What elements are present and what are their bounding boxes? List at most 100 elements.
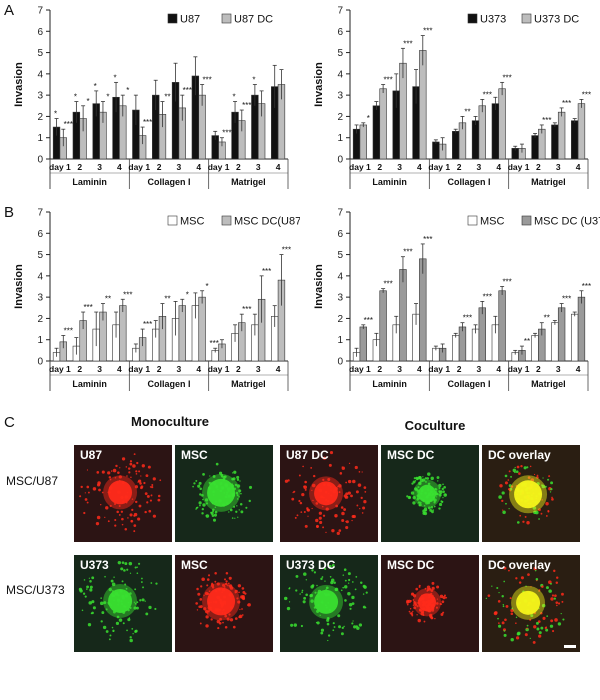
cell-dot: [508, 507, 510, 510]
cell-dot: [491, 585, 493, 587]
cell-dot: [541, 603, 546, 608]
cell-dot: [345, 520, 349, 524]
cell-dot: [438, 507, 441, 510]
cell-dot: [338, 484, 342, 488]
cell-dot: [336, 531, 340, 535]
cell-dot: [497, 600, 501, 603]
cell-dot: [541, 484, 546, 489]
group-label: Laminin: [72, 379, 107, 389]
micrograph-label: U87 DC: [286, 448, 329, 462]
cell-dot: [516, 521, 520, 524]
cell-dot: [146, 494, 150, 498]
cell-dot: [501, 621, 505, 625]
cell-dot: [434, 617, 436, 620]
cell-dot: [345, 481, 348, 484]
cell-dot: [239, 502, 243, 506]
day-label: 2: [236, 364, 241, 374]
cell-dot: [503, 580, 506, 583]
cell-dot: [501, 595, 504, 598]
cell-dot: [208, 590, 211, 593]
cell-dot: [113, 576, 115, 578]
micrograph-label: U87: [80, 448, 103, 462]
cell-dot: [406, 495, 409, 498]
micrograph-image: [485, 566, 565, 644]
y-tick-label: 4: [337, 271, 343, 282]
cell-dot: [128, 471, 131, 474]
cell-dot: [352, 620, 354, 622]
cell-dot: [124, 583, 127, 586]
cell-dot: [152, 514, 157, 518]
cell-dot: [416, 605, 419, 608]
cell-dot: [212, 508, 215, 512]
group-label: Laminin: [372, 177, 407, 187]
cell-dot: [349, 607, 352, 610]
cell-dot: [129, 638, 133, 643]
cell-dot: [529, 618, 532, 621]
cell-dot: [136, 461, 139, 465]
cell-dot: [325, 586, 329, 590]
cell-dot: [218, 471, 223, 475]
cell-dot: [238, 495, 240, 498]
cell-dot: [217, 626, 220, 630]
cell-dot: [231, 472, 234, 474]
y-tick-label: 1: [37, 133, 43, 144]
cell-dot: [134, 602, 137, 605]
cell-dot: [117, 560, 122, 565]
significance-mark: ***: [582, 282, 591, 291]
significance-mark: ***: [383, 76, 392, 85]
cell-dot: [443, 485, 446, 489]
cell-dot: [144, 492, 148, 496]
cell-dot: [100, 503, 102, 506]
cell-dot: [436, 476, 440, 479]
cell-dot: [241, 608, 243, 610]
cell-dot: [141, 598, 145, 602]
day-label: 3: [177, 364, 182, 374]
legend-swatch: [467, 215, 478, 226]
cell-dot: [221, 475, 224, 478]
cell-dot: [233, 470, 237, 474]
cell-dot: [434, 488, 438, 491]
cell-dot: [547, 509, 550, 512]
cell-dot: [236, 494, 239, 497]
day-label: 3: [397, 162, 402, 172]
cell-dot: [128, 561, 133, 566]
cell-dot: [438, 493, 442, 497]
cell-dot: [306, 508, 310, 512]
cell-dot: [114, 476, 117, 479]
cell-dot: [505, 502, 507, 505]
cell-dot: [233, 505, 236, 508]
cell-dot: [197, 484, 201, 488]
cell-dot: [303, 596, 307, 600]
cell-dot: [538, 508, 541, 512]
significance-mark: **: [524, 337, 530, 346]
y-tick-label: 1: [337, 335, 343, 346]
cell-dot: [333, 626, 336, 628]
cell-dot: [431, 510, 434, 514]
cell-dot: [327, 478, 331, 482]
cell-dot: [418, 481, 422, 485]
cell-dot: [553, 597, 556, 600]
cell-dot: [305, 481, 307, 483]
cell-dot: [533, 566, 537, 571]
cell-dot: [330, 581, 334, 585]
cell-dot: [445, 596, 448, 599]
cell-dot: [109, 504, 112, 508]
cell-dot: [419, 609, 422, 612]
day-label: 2: [536, 162, 541, 172]
cell-dot: [515, 636, 520, 640]
bar-msc-dc-u87-: [198, 296, 206, 362]
cell-dot: [108, 587, 112, 592]
cell-dot: [114, 524, 117, 527]
cell-dot: [508, 470, 511, 473]
cell-dot: [133, 453, 136, 456]
cell-dot: [79, 495, 82, 498]
bar-u373-dc: [498, 88, 506, 160]
cell-dot: [150, 494, 153, 497]
cell-dot: [325, 531, 327, 534]
cell-dot: [324, 567, 327, 570]
cell-dot: [305, 593, 308, 597]
legend-swatch: [521, 13, 532, 24]
day-label: day 1: [128, 364, 150, 374]
cell-dot: [232, 477, 236, 481]
y-tick-label: 2: [337, 112, 343, 123]
